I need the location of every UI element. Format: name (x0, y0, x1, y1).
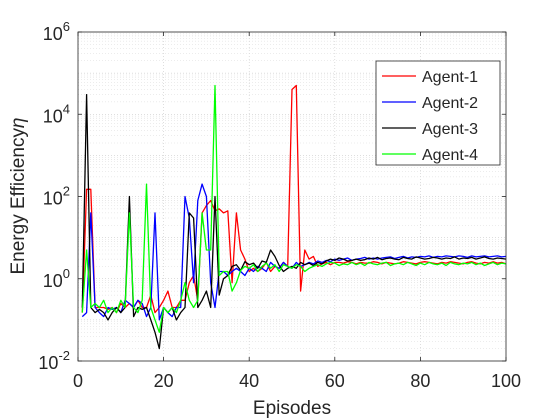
x-tick-label: 60 (325, 371, 345, 391)
x-tick-label: 20 (154, 371, 174, 391)
y-axis-label-text: Energy Efficiency (8, 128, 29, 275)
x-tick-label: 0 (73, 371, 83, 391)
x-tick-label: 40 (239, 371, 259, 391)
y-axis-label: Energy Efficiencyη (8, 117, 29, 274)
legend-label: Agent-1 (422, 69, 478, 86)
y-axis-label-symbol: η (8, 117, 29, 128)
legend-label: Agent-4 (422, 147, 478, 164)
x-axis-label: Episodes (253, 398, 331, 419)
x-tick-label: 100 (491, 371, 521, 391)
legend-label: Agent-3 (422, 121, 478, 138)
legend: Agent-1 Agent-2 Agent-3 Agent-4 (376, 61, 500, 165)
legend-label: Agent-2 (422, 95, 478, 112)
x-tick-label: 80 (410, 371, 430, 391)
